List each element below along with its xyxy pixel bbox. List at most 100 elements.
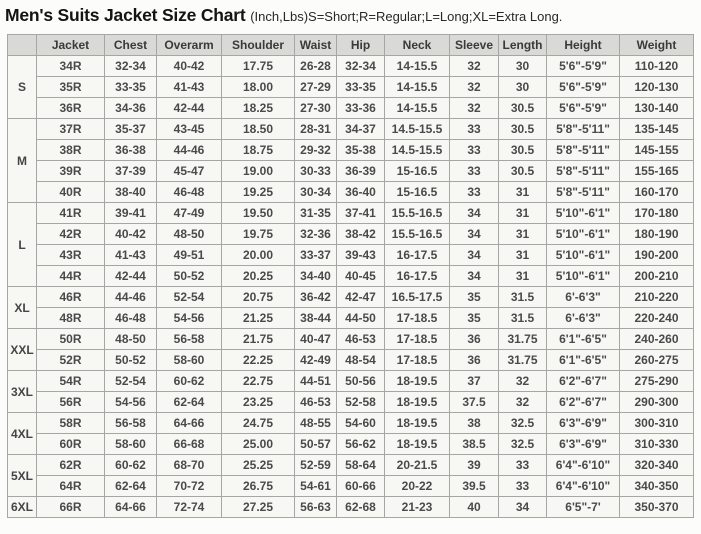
table-body: S 34R 32-34 40-42 17.75 26-28 32-34 14-15.5 32 30… [7,55,694,518]
cell-shoulder: 22.25 [221,349,295,371]
size-group-label: 5XL [7,454,37,497]
cell-height: 5'6"-5'9" [546,97,620,119]
table-row: 43R 41-43 49-51 20.00 33-37 39-43 16-17.5 34 31 5… [8,244,694,266]
col-header-length: Length [498,34,547,56]
cell-overarm: 40-42 [156,55,222,77]
table-row: 3XL 54R 52-54 60-62 22.75 44-51 50-56 18-19.5 37… [7,370,694,413]
cell-length: 31.75 [498,328,547,350]
table-header: Jacket Chest Overarm Shoulder Waist Hip Neck Sl… [7,34,694,56]
cell-jacket: 34R [36,55,105,77]
cell-height: 6'1"-6'5" [546,328,620,350]
cell-shoulder: 24.75 [221,412,295,434]
cell-length: 30 [498,55,547,77]
cell-chest: 60-62 [104,454,157,476]
cell-shoulder: 18.50 [221,118,295,140]
size-group-label: XXL [7,328,37,371]
cell-jacket: 37R [36,118,105,140]
cell-length: 31 [498,181,547,203]
cell-length: 31 [498,244,547,266]
cell-jacket: 50R [36,328,105,350]
cell-shoulder: 27.25 [221,496,295,518]
table-row: L 41R 39-41 47-49 19.50 31-35 37-41 15.5-16.5 34… [7,202,694,287]
cell-height: 5'6"-5'9" [546,76,620,98]
col-header-sleeve: Sleeve [449,34,499,56]
cell-waist: 28-31 [294,118,337,140]
cell-jacket: 62R [36,454,105,476]
cell-waist: 31-35 [294,202,337,224]
cell-height: 6'3"-6'9" [546,433,620,455]
cell-height: 5'8"-5'11" [546,181,620,203]
cell-neck: 15-16.5 [384,181,450,203]
cell-shoulder: 23.25 [221,391,295,413]
cell-waist: 29-32 [294,139,337,161]
cell-hip: 33-36 [336,97,385,119]
cell-overarm: 50-52 [156,265,222,287]
cell-hip: 36-39 [336,160,385,182]
cell-height: 5'6"-5'9" [546,55,620,77]
cell-waist: 46-53 [294,391,337,413]
cell-chest: 32-34 [104,55,157,77]
col-header-chest: Chest [104,34,157,56]
cell-sleeve: 34 [449,265,499,287]
table-row: 64R 62-64 70-72 26.75 54-61 60-66 20-22 39.5 33 6… [8,475,694,497]
cell-chest: 33-35 [104,76,157,98]
cell-height: 6'2"-6'7" [546,370,620,392]
cell-overarm: 47-49 [156,202,222,224]
cell-height: 5'8"-5'11" [546,139,620,161]
cell-waist: 50-57 [294,433,337,455]
cell-overarm: 43-45 [156,118,222,140]
table-row: 39R 37-39 45-47 19.00 30-33 36-39 15-16.5 33 30.… [8,160,694,182]
cell-overarm: 49-51 [156,244,222,266]
cell-overarm: 44-46 [156,139,222,161]
cell-chest: 54-56 [104,391,157,413]
table-row: 44R 42-44 50-52 20.25 34-40 40-45 16-17.5 34 31 5… [8,265,694,287]
cell-jacket: 58R [36,412,105,434]
cell-neck: 17-18.5 [384,328,450,350]
col-header-waist: Waist [294,34,337,56]
cell-weight: 145-155 [619,139,694,161]
cell-length: 30 [498,76,547,98]
header-row: Jacket Chest Overarm Shoulder Waist Hip Neck Sl… [7,34,694,56]
col-header-hip: Hip [336,34,385,56]
cell-chest: 41-43 [104,244,157,266]
cell-sleeve: 37.5 [449,391,499,413]
cell-chest: 64-66 [104,496,157,518]
cell-sleeve: 33 [449,181,499,203]
cell-overarm: 58-60 [156,349,222,371]
cell-overarm: 48-50 [156,223,222,245]
cell-shoulder: 18.00 [221,76,295,98]
cell-hip: 48-54 [336,349,385,371]
cell-hip: 54-60 [336,412,385,434]
cell-chest: 58-60 [104,433,157,455]
cell-shoulder: 21.75 [221,328,295,350]
size-group-label: 6XL [7,496,37,518]
cell-sleeve: 34 [449,223,499,245]
cell-hip: 35-38 [336,139,385,161]
cell-hip: 36-40 [336,181,385,203]
cell-waist: 30-33 [294,160,337,182]
cell-waist: 40-47 [294,328,337,350]
cell-waist: 34-40 [294,265,337,287]
cell-length: 31.75 [498,349,547,371]
cell-height: 5'10"-6'1" [546,223,620,245]
cell-neck: 18-19.5 [384,412,450,434]
cell-hip: 33-35 [336,76,385,98]
cell-sleeve: 32 [449,76,499,98]
size-group-label: S [7,55,37,119]
cell-overarm: 70-72 [156,475,222,497]
cell-weight: 190-200 [619,244,694,266]
cell-weight: 290-300 [619,391,694,413]
cell-weight: 180-190 [619,223,694,245]
cell-hip: 60-66 [336,475,385,497]
cell-sleeve: 33 [449,139,499,161]
cell-sleeve: 40 [449,496,499,518]
cell-shoulder: 25.25 [221,454,295,476]
cell-weight: 240-260 [619,328,694,350]
cell-shoulder: 26.75 [221,475,295,497]
cell-length: 31 [498,202,547,224]
cell-sleeve: 36 [449,349,499,371]
cell-weight: 110-120 [619,55,694,77]
col-header-height: Height [546,34,620,56]
cell-chest: 38-40 [104,181,157,203]
cell-jacket: 64R [36,475,105,497]
